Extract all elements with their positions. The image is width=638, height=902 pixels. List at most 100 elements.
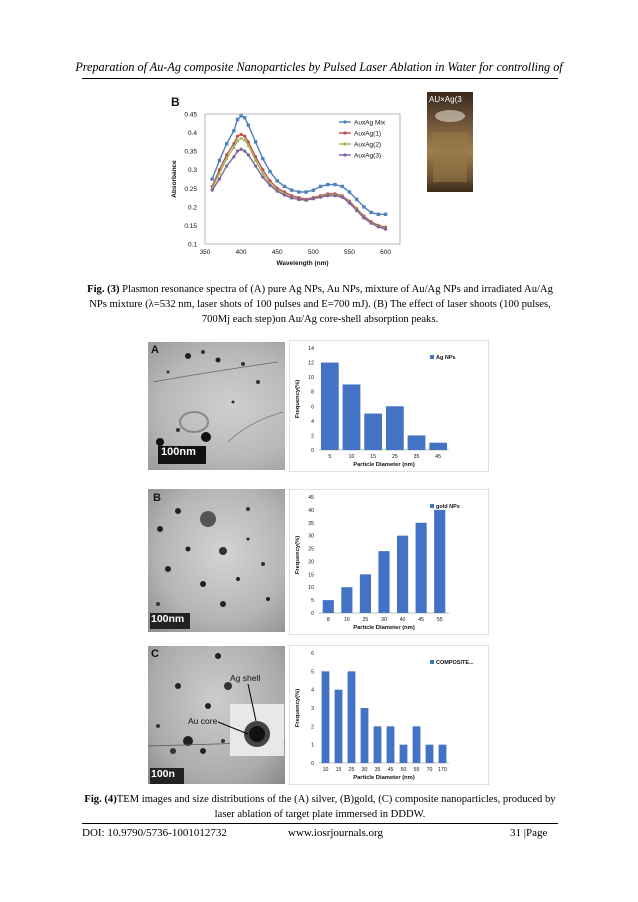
x-tick-label: 25 [363,617,369,623]
data-point [210,177,214,181]
y-tick-label: 0 [311,448,314,454]
data-point [289,188,294,192]
y-tick-label: 15 [308,572,314,578]
bar [373,726,382,763]
y-tick-label: 2 [311,433,314,439]
data-point [354,197,359,202]
absorbance-spectrum-chart: B 0.1 0.15 0.2 0.25 0.3 0.35 0.4 0.45 350 400 450 50… [167,92,410,282]
tem-b-scale-label: 100nm [151,613,185,625]
tem-image-a: 100nm A [148,342,285,470]
y-tick-label: 8 [311,390,314,396]
y-tick-label: 35 [308,521,314,527]
tem-c-annotation-core: Au core [188,716,218,726]
data-point [347,201,352,205]
data-point [210,188,214,192]
x-tick-label: 170 [438,767,447,773]
data-point [290,196,294,200]
x-tick-label: 30 [381,617,387,623]
y-tick-label: 10 [308,585,314,591]
legend-entry: AuxAg(2) [354,142,381,149]
bar [341,587,353,613]
data-point [217,158,222,163]
data-point [318,184,323,189]
data-point [260,171,265,176]
data-point [232,129,236,133]
bar [415,522,427,613]
y-tick-label: 0.3 [188,167,197,174]
data-point [297,190,301,194]
y-tick-label: 25 [308,547,314,553]
data-point [242,138,247,142]
data-point [383,212,388,216]
data-point [282,193,287,197]
data-point [243,134,247,138]
footer-rule [82,823,558,824]
y-tick-label: 0.1 [188,242,197,249]
legend-swatch [430,660,434,664]
x-tick-label: 25 [349,767,355,773]
tem-b-panel-label: B [153,492,161,504]
figure4-caption-text: TEM images and size distributions of the… [116,794,556,820]
data-point [253,158,258,163]
legend-marker [343,131,347,135]
bar [334,689,343,763]
x-tick-label: 10 [323,767,329,773]
bar [425,744,434,763]
data-point [235,134,240,138]
bar [399,744,408,763]
data-point [235,117,240,122]
x-tick-label: 600 [380,249,391,256]
x-tick-label: 50 [401,767,407,773]
tem-a-panel-label: A [151,344,159,356]
data-point [275,179,279,183]
data-point [243,149,247,153]
x-tick-label: 550 [344,249,355,256]
bar [360,708,369,763]
y-tick-label: 6 [311,404,314,410]
y-tick-label: 10 [308,375,314,381]
data-point [246,123,251,127]
y-tick-label: 20 [308,559,314,565]
x-tick-label: 15 [336,767,342,773]
x-tick-label: 55 [414,767,420,773]
data-point [243,116,247,120]
data-point [253,164,258,168]
data-point [231,145,236,150]
y-tick-label: 4 [311,688,314,694]
data-point [239,132,243,137]
x-tick-label: 45 [388,767,394,773]
y-tick-label: 0.4 [188,130,197,137]
footer-site: www.iosrjournals.org [288,827,384,839]
data-point [224,142,229,146]
bar [429,442,448,450]
data-point [261,168,265,172]
data-point [311,197,315,201]
bar [386,726,395,763]
data-point [225,164,229,168]
data-point [261,156,265,161]
x-tick-label: 45 [435,454,441,460]
data-point [239,147,243,151]
data-point [333,182,337,187]
legend-entry: Ag NPs [436,355,456,361]
y-axis-label: Frequency(%) [295,536,301,574]
y-tick-label: 12 [308,361,314,367]
footer-doi: DOI: 10.9790/5736-1001012732 [82,827,227,839]
bar [385,406,404,450]
data-point [246,140,250,144]
vial-liquid [433,132,467,182]
chart-frame [289,340,489,472]
x-tick-label: 45 [418,617,424,623]
x-tick-label: 16 [344,617,350,623]
tem-image-b: 100nm B [148,489,285,632]
bar [407,435,426,450]
data-point [318,195,323,199]
data-point [304,190,308,194]
data-point [275,189,279,193]
tem-c-annotation-shell: Ag shell [230,673,261,683]
data-point [235,149,240,153]
y-tick-label: 4 [311,419,314,425]
tem-a-particles [152,350,284,446]
data-point [282,184,287,189]
x-tick-label: 5 [328,454,331,460]
